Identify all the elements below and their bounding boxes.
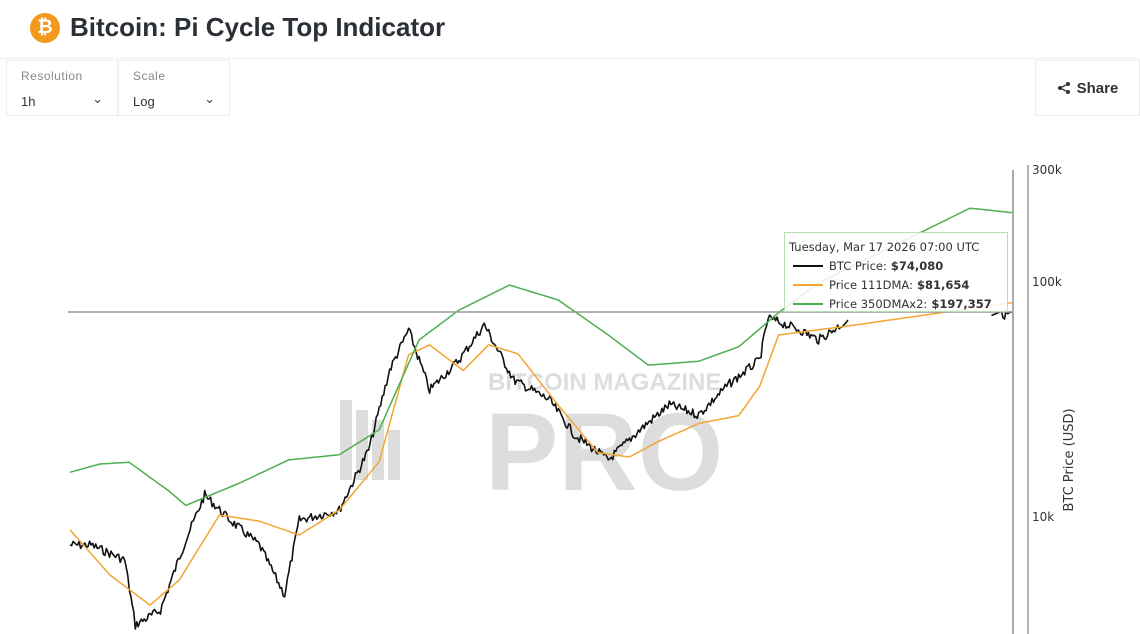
tooltip: Tuesday, Mar 17 2026 07:00 UTC BTC Price… — [784, 232, 1008, 312]
legend-swatch — [793, 302, 823, 305]
scale-label: Scale — [133, 69, 166, 83]
watermark-text: BITCOIN MAGAZINE — [488, 369, 721, 396]
resolution-value: 1h — [21, 94, 36, 109]
y-tick-label: 10k — [1032, 510, 1054, 524]
tooltip-row-111dma: Price 111DMA: $81,654 — [789, 275, 1003, 294]
share-button[interactable]: Share — [1035, 60, 1140, 116]
resolution-select[interactable]: Resolution 1h ⌄ — [6, 60, 118, 116]
series-line-price-111dma — [69, 301, 1013, 606]
chevron-down-icon: ⌄ — [204, 91, 215, 106]
tooltip-date: Tuesday, Mar 17 2026 07:00 UTC — [789, 239, 980, 254]
header: ₿ Bitcoin: Pi Cycle Top Indicator — [0, 0, 1140, 59]
watermark-logo-icon — [340, 400, 400, 480]
legend-swatch — [793, 283, 823, 286]
tooltip-row-350dma: Price 350DMAx2: $197,357 — [789, 294, 1003, 313]
chevron-down-icon: ⌄ — [92, 91, 103, 106]
share-icon — [1057, 82, 1070, 94]
y-tick-label: 300k — [1032, 163, 1062, 177]
tooltip-label: Price 111DMA: — [829, 277, 913, 292]
tooltip-value: $74,080 — [890, 258, 944, 273]
y-tick-label: 100k — [1032, 275, 1062, 289]
y-axis-label: BTC Price (USD) — [1062, 408, 1077, 511]
resolution-label: Resolution — [21, 69, 83, 83]
watermark-pro: PRO — [485, 391, 723, 514]
scale-value: Log — [133, 94, 155, 109]
page-title: Bitcoin: Pi Cycle Top Indicator — [70, 12, 446, 42]
share-label: Share — [1076, 79, 1119, 97]
tooltip-label: BTC Price: — [829, 258, 887, 273]
scale-select[interactable]: Scale Log ⌄ — [118, 60, 230, 116]
watermark: BITCOIN MAGAZINE PRO — [340, 369, 723, 514]
tooltip-row-btc: BTC Price: $74,080 — [789, 256, 1003, 275]
legend-swatch — [793, 264, 823, 267]
bitcoin-logo-icon: ₿ — [30, 13, 60, 43]
tooltip-value: $81,654 — [916, 277, 970, 292]
tooltip-label: Price 350DMAx2: — [829, 296, 928, 311]
tooltip-value: $197,357 — [931, 296, 992, 311]
